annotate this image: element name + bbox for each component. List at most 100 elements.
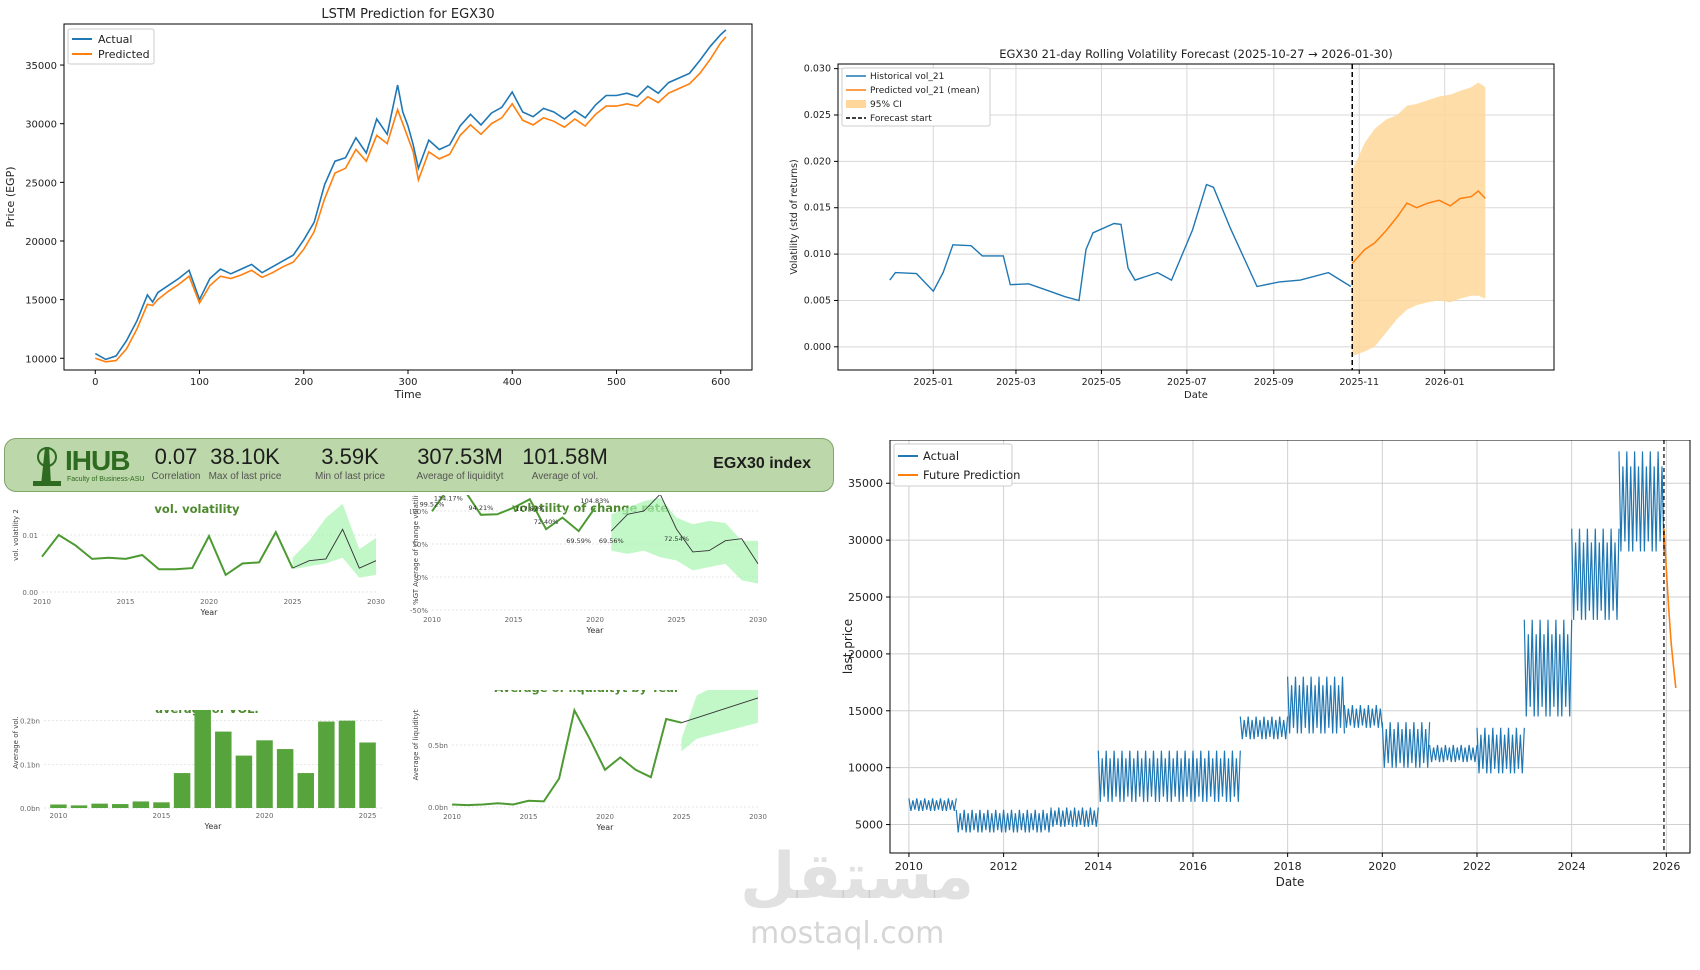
y-tick-label: 0% <box>417 574 428 582</box>
forecast-band <box>681 690 758 752</box>
y-tick-label: 50% <box>412 541 428 549</box>
chart-volatility-forecast: EGX30 21-day Rolling Volatility Forecast… <box>789 47 1555 401</box>
y-tick-label: 0.025 <box>804 110 831 121</box>
x-tick-label: 2025-03 <box>996 377 1036 388</box>
x-tick-label: 0 <box>92 377 98 388</box>
actual-segment <box>955 809 1052 833</box>
y-tick-label: 0.005 <box>804 295 831 306</box>
y-tick-label: 0.2bn <box>20 718 40 726</box>
actual-segment <box>1571 528 1620 620</box>
kpi-label: Average of liquidityt <box>416 471 504 482</box>
x-axis-label: Date <box>1184 390 1208 401</box>
legend-box <box>893 443 1013 487</box>
bar <box>256 740 273 808</box>
y-tick-label: 20000 <box>25 237 57 248</box>
x-tick-label: 2012 <box>990 860 1018 873</box>
chart-liquidity: Average of liquidityt by Year0.0bn0.5bn1… <box>412 690 767 832</box>
bar <box>194 710 211 808</box>
actual-segment <box>1343 705 1383 728</box>
x-tick-label: 2030 <box>367 598 385 606</box>
bar <box>338 720 356 808</box>
x-tick-label: 2025-05 <box>1082 377 1122 388</box>
x-tick-label: 600 <box>711 377 730 388</box>
chart-title: Average of liquidityt by Year <box>494 690 680 695</box>
kpi-value: 101.58M <box>522 444 608 469</box>
y-tick-label: 5000 <box>855 819 883 832</box>
x-axis-label: Date <box>1276 875 1305 889</box>
x-tick-label: 2025 <box>284 598 302 606</box>
legend-entry: Forecast start <box>870 114 932 124</box>
chart-title: vol. volatility <box>154 502 240 516</box>
y-axis-label: Average of vol. <box>12 716 20 769</box>
legend-entry: Future Prediction <box>923 468 1020 482</box>
legend-swatch <box>846 100 866 108</box>
series-line-predicted <box>1351 189 1486 264</box>
legend-entry: Actual <box>98 33 132 46</box>
x-tick-label: 2010 <box>33 598 51 606</box>
actual-segment <box>1287 676 1345 734</box>
logo-subtitle: Faculty of Business-ASU <box>67 476 145 483</box>
legend-entry: Actual <box>923 449 959 463</box>
x-tick-label: 2015 <box>505 616 523 624</box>
x-tick-label: 2020 <box>596 813 614 821</box>
actual-segment <box>1476 727 1525 774</box>
y-tick-label: 35000 <box>25 61 57 72</box>
chart-lstm-egx30: LSTM Prediction for EGX30 0 100 200 300 400 50… <box>4 7 753 401</box>
x-tick-label: 2014 <box>1084 860 1112 873</box>
bar <box>153 802 170 808</box>
x-axis-label: Year <box>596 823 615 832</box>
logo-text: IHUB <box>65 445 130 476</box>
actual-line <box>41 529 294 577</box>
x-tick-label: 2024 <box>1558 860 1586 873</box>
y-tick-label: 30000 <box>25 120 57 131</box>
kpi-label: Correlation <box>151 471 201 482</box>
data-label: 104.83% <box>581 497 610 505</box>
y-axis-label: Volatility (std of returns) <box>789 159 800 274</box>
bar <box>132 801 150 808</box>
y-tick-label: 30000 <box>848 534 883 547</box>
actual-line <box>451 707 682 807</box>
actual-segment <box>1097 750 1241 802</box>
data-label: 72.54% <box>664 535 689 543</box>
kpi-value: 3.59K <box>321 444 379 469</box>
actual-segment <box>1618 451 1665 552</box>
bar <box>215 731 232 808</box>
x-tick-label: 2015 <box>520 813 538 821</box>
x-tick-label: 500 <box>607 377 626 388</box>
watermark-arabic: مستقل <box>740 840 975 914</box>
confidence-band <box>1352 82 1486 357</box>
y-tick-label: 20000 <box>848 648 883 661</box>
bar <box>50 804 67 808</box>
x-tick-label: 400 <box>503 377 522 388</box>
x-tick-label: 2025-09 <box>1254 377 1294 388</box>
y-tick-label: 15000 <box>25 296 57 307</box>
actual-line <box>431 495 596 533</box>
x-tick-label: 2030 <box>749 813 767 821</box>
x-tick-label: 2026 <box>1652 860 1680 873</box>
legend-entry: Predicted vol_21 (mean) <box>870 86 980 96</box>
y-axis-label: Average of liquidityt <box>412 709 420 780</box>
series-line-actual <box>94 29 727 361</box>
bar <box>359 742 376 808</box>
kpi-average-vol: 101.58M Average of vol. <box>515 443 615 483</box>
forecast-line <box>610 495 759 565</box>
y-tick-label: -50% <box>410 607 428 615</box>
y-tick-label: 10000 <box>25 354 57 365</box>
x-tick-label: 2010 <box>443 813 461 821</box>
kpi-value: 307.53M <box>417 444 503 469</box>
y-axis-label: last price <box>841 619 855 674</box>
data-label: 72.40% <box>534 518 559 526</box>
x-tick-label: 300 <box>398 377 417 388</box>
x-tick-label: 2020 <box>1368 860 1396 873</box>
forecast-line <box>292 528 377 569</box>
kpi-label: Average of vol. <box>531 471 599 482</box>
legend-entry: 95% CI <box>870 100 902 110</box>
x-tick-label: 2015 <box>153 812 171 820</box>
data-label: 134.17% <box>434 495 463 502</box>
data-label: 99.52% <box>420 500 445 508</box>
legend-box <box>841 67 991 127</box>
actual-segment <box>1239 716 1289 740</box>
data-label: 117.82% <box>515 505 544 513</box>
x-tick-label: 2020 <box>256 812 274 820</box>
y-tick-label: 0.015 <box>804 203 831 214</box>
